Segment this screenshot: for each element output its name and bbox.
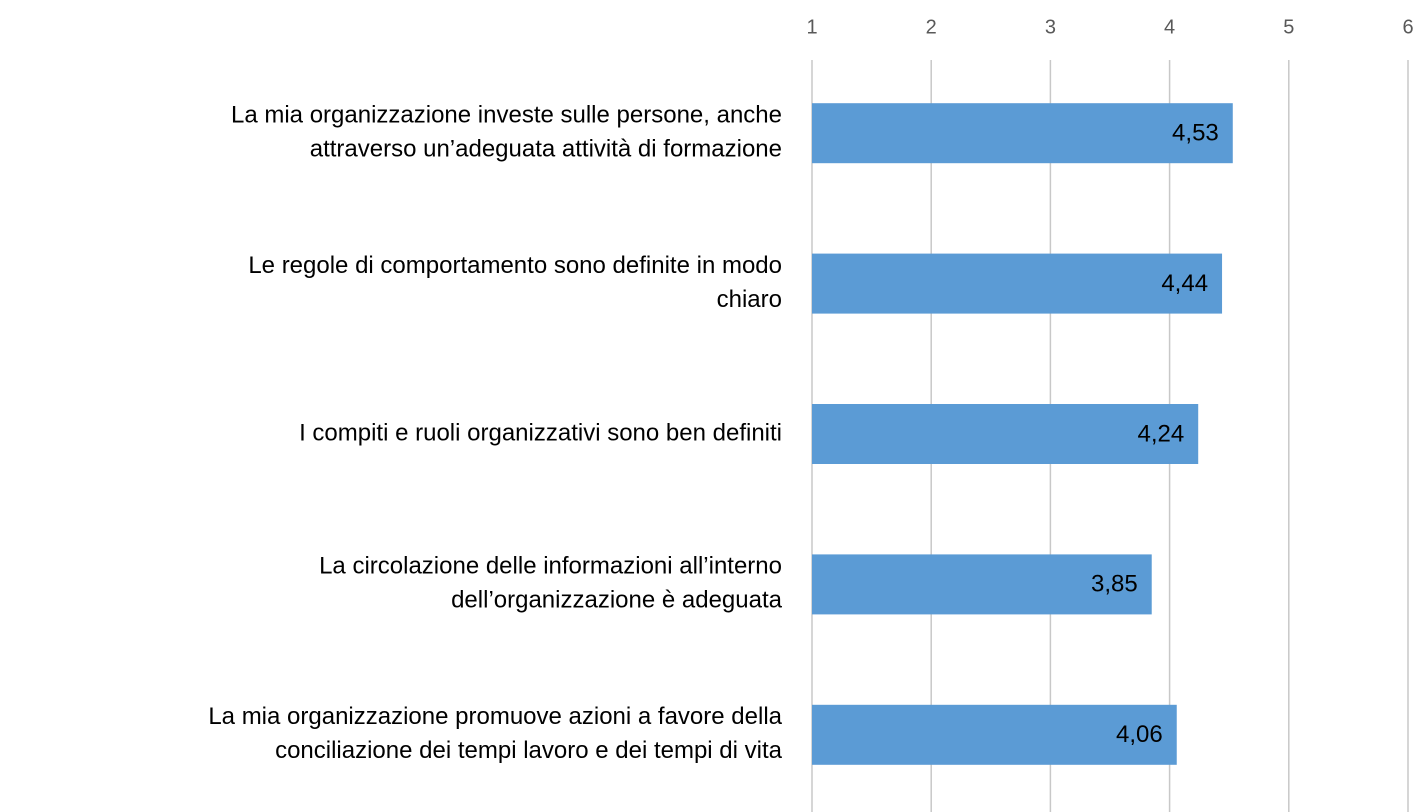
y-tick-label: conciliazione dei tempi lavoro e dei tem… [275, 737, 783, 764]
y-tick-label: dell’organizzazione è adeguata [451, 587, 783, 614]
x-tick-label: 6 [1402, 16, 1413, 38]
y-tick-label: La mia organizzazione investe sulle pers… [231, 102, 782, 129]
bar [812, 404, 1199, 464]
value-label: 4,06 [1116, 721, 1163, 748]
value-label: 4,44 [1161, 270, 1208, 297]
x-tick-label: 5 [1283, 16, 1294, 38]
x-tick-label: 1 [806, 16, 817, 38]
bar [812, 103, 1233, 164]
x-tick-label: 4 [1164, 16, 1175, 38]
y-tick-label: chiaro [717, 286, 782, 313]
x-tick-label: 2 [926, 16, 937, 38]
y-tick-label: La circolazione delle informazioni all’i… [319, 553, 782, 580]
y-tick-label: attraverso un’adeguata attività di forma… [310, 136, 782, 163]
y-tick-label: I compiti e ruoli organizzativi sono ben… [299, 419, 782, 446]
value-label: 4,53 [1172, 120, 1219, 147]
bar [812, 554, 1152, 615]
bar [812, 704, 1177, 765]
y-tick-label: Le regole di comportamento sono definite… [248, 252, 782, 279]
x-tick-label: 3 [1045, 16, 1056, 38]
value-label: 3,85 [1091, 571, 1138, 598]
value-label: 4,24 [1137, 420, 1184, 447]
bar [812, 253, 1223, 314]
y-tick-label: La mia organizzazione promuove azioni a … [208, 703, 782, 730]
